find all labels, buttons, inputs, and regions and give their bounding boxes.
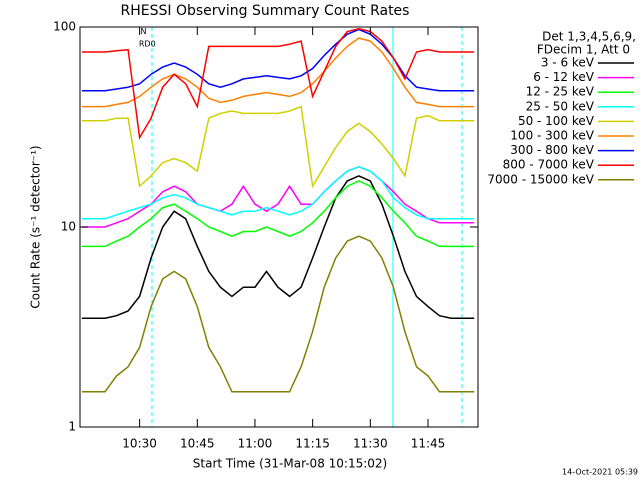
legend-label: 7000 - 15000 keV <box>487 172 594 186</box>
plot-area <box>81 28 475 393</box>
annotation: RD0 <box>139 40 156 49</box>
legend-label: 3 - 6 keV <box>541 56 595 70</box>
series-line <box>81 175 475 319</box>
legend-label: 25 - 50 keV <box>526 99 595 113</box>
legend-label: 50 - 100 keV <box>518 114 595 128</box>
x-tick-label: 11:30 <box>353 437 388 451</box>
legend-label: 100 - 300 keV <box>510 129 594 143</box>
legend-label: 300 - 800 keV <box>510 143 594 157</box>
x-tick-label: 10:30 <box>122 437 157 451</box>
series-line <box>81 28 475 140</box>
series-line <box>81 235 475 393</box>
series-line <box>81 105 475 189</box>
y-tick-label: 100 <box>53 20 76 34</box>
x-tick-label: 11:00 <box>238 437 273 451</box>
series-line <box>81 165 475 228</box>
y-tick-label: 10 <box>61 220 76 234</box>
series-line <box>81 165 475 220</box>
chart-title: RHESSI Observing Summary Count Rates <box>121 3 410 19</box>
legend-label: 800 - 7000 keV <box>503 158 595 172</box>
x-axis-label: Start Time (31-Mar-08 10:15:02) <box>193 457 387 471</box>
series-line <box>81 37 475 108</box>
y-axis-label: Count Rate (s⁻¹ detector⁻¹) <box>29 145 43 308</box>
annotation: N <box>140 27 146 36</box>
series-line <box>81 28 475 92</box>
legend-title: FDecim 1, Att 0 <box>537 43 630 57</box>
x-tick-label: 10:45 <box>180 437 215 451</box>
legend-label: 12 - 25 keV <box>526 85 595 99</box>
y-tick-label: 1 <box>68 420 76 434</box>
series-line <box>81 180 475 248</box>
x-tick-label: 11:15 <box>295 437 330 451</box>
footnote: 14-Oct-2021 05:39 <box>562 468 638 477</box>
legend-title: Det 1,3,4,5,6,9, <box>542 30 636 44</box>
legend-label: 6 - 12 keV <box>533 70 595 84</box>
x-tick-label: 11:45 <box>411 437 446 451</box>
